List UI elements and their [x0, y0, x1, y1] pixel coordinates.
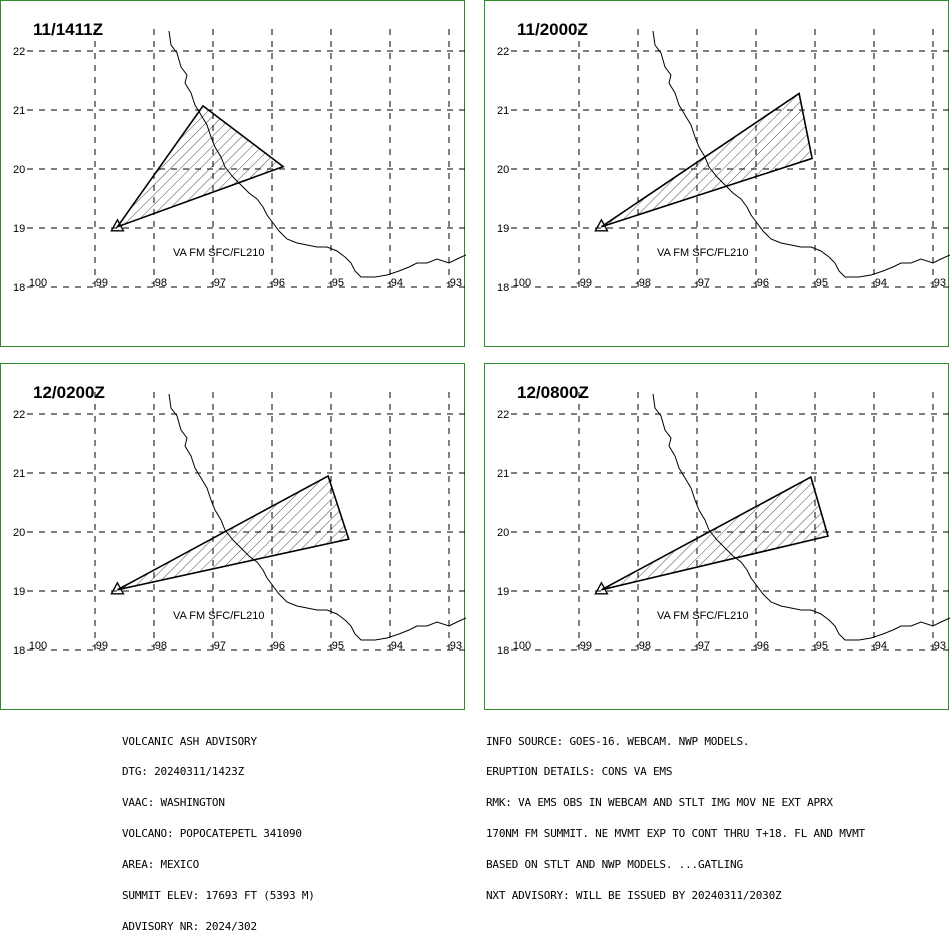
panel-title: 11/1411Z	[33, 20, 103, 39]
lon-tick-label: -94	[871, 277, 887, 289]
ash-map: 18 19 20 21 22 100 -99 -98 -97 -96 -95 -94 -93 VA FM …	[497, 383, 950, 657]
advisory-line: NXT ADVISORY: WILL BE ISSUED BY 20240311…	[486, 889, 782, 903]
advisory-line: ADVISORY NR: 2024/302	[122, 919, 257, 933]
lat-tick-label: 19	[13, 223, 25, 235]
advisory-line: BASED ON STLT AND NWP MODELS. ...GATLING	[486, 858, 743, 872]
lon-tick-label: -97	[210, 640, 226, 652]
lon-tick-label: -99	[576, 640, 592, 652]
advisory-line: AREA: MEXICO	[122, 858, 200, 872]
lat-tick-label: 18	[13, 282, 25, 294]
lat-tick-label: 22	[13, 409, 25, 421]
coastline	[652, 393, 950, 641]
ash-map: 18 19 20 21 22 100 -99 -98 -97 -96 -95 -94 -93 VA FM …	[13, 383, 466, 657]
lat-tick-label: 18	[497, 645, 509, 657]
ash-cloud-polygon	[601, 475, 830, 591]
lon-tick-label: -95	[328, 277, 344, 289]
ash-map: 18 19 20 21 22 100 -99 -98 -97 -96 -95 -94 -93 VA FM …	[497, 20, 950, 294]
lat-tick-label: 19	[497, 586, 509, 598]
lon-tick-label: -98	[635, 640, 651, 652]
volcano-marker	[594, 218, 609, 232]
advisory-line: ERUPTION DETAILS: CONS VA EMS	[486, 765, 673, 779]
advisory-line: VOLCANO: POPOCATEPETL 341090	[122, 827, 302, 841]
map-panel: 18 19 20 21 22 100 -99 -98 -97 -96 -95 -94 -93 VA FM …	[0, 363, 466, 710]
lon-tick-label: -96	[753, 277, 769, 289]
lon-tick-label: -99	[92, 277, 108, 289]
lat-tick-label: 19	[497, 223, 509, 235]
lon-tick-label: -96	[753, 640, 769, 652]
lon-tick-label: -99	[92, 640, 108, 652]
ash-cloud-polygon	[115, 104, 285, 229]
lat-tick-label: 21	[13, 468, 25, 480]
lat-tick-label: 22	[13, 46, 25, 58]
lon-tick-label: -94	[387, 277, 403, 289]
lon-tick-label: 100	[29, 640, 47, 652]
lon-tick-label: -93	[446, 277, 462, 289]
lon-tick-label: -95	[328, 640, 344, 652]
lon-tick-label: -94	[387, 640, 403, 652]
lon-tick-label: -93	[930, 277, 946, 289]
lat-tick-label: 22	[497, 46, 509, 58]
coastline	[168, 393, 466, 641]
advisory-line: RMK: VA EMS OBS IN WEBCAM AND STLT IMG M…	[486, 796, 833, 810]
lon-tick-label: -96	[269, 640, 285, 652]
lon-tick-label: -93	[446, 640, 462, 652]
lon-tick-label: -95	[812, 640, 828, 652]
lat-tick-label: 21	[497, 105, 509, 117]
lat-tick-label: 18	[13, 645, 25, 657]
panel-title: 12/0200Z	[33, 383, 105, 402]
lat-tick-label: 20	[497, 527, 509, 539]
lat-tick-label: 21	[13, 105, 25, 117]
panel-title: 11/2000Z	[517, 20, 588, 39]
volcano-marker	[594, 581, 609, 595]
lat-tick-label: 18	[497, 282, 509, 294]
lon-tick-label: -97	[694, 277, 710, 289]
volcano-marker	[110, 218, 125, 232]
lon-tick-label: -93	[930, 640, 946, 652]
lon-tick-label: -98	[151, 640, 167, 652]
level-label: VA FM SFC/FL210	[657, 247, 749, 259]
map-panel: 18 19 20 21 22 100 -99 -98 -97 -96 -95 -94 -93 VA FM …	[0, 0, 466, 347]
lat-tick-label: 20	[13, 527, 25, 539]
map-panel: 18 19 20 21 22 100 -99 -98 -97 -96 -95 -94 -93 VA FM …	[484, 0, 950, 347]
map-panel: 18 19 20 21 22 100 -99 -98 -97 -96 -95 -94 -93 VA FM …	[484, 363, 950, 710]
level-label: VA FM SFC/FL210	[173, 247, 265, 259]
lon-tick-label: 100	[29, 277, 47, 289]
lon-tick-label: -98	[635, 277, 651, 289]
lon-tick-label: 100	[513, 640, 531, 652]
lon-tick-label: -96	[269, 277, 285, 289]
coastline	[652, 30, 950, 278]
lon-tick-label: -97	[694, 640, 710, 652]
lat-tick-label: 22	[497, 409, 509, 421]
volcano-marker	[110, 581, 125, 595]
panel-title: 12/0800Z	[517, 383, 589, 402]
lat-tick-label: 20	[497, 164, 509, 176]
lon-tick-label: 100	[513, 277, 531, 289]
advisory-line: DTG: 20240311/1423Z	[122, 765, 245, 779]
advisory-line: VAAC: WASHINGTON	[122, 796, 225, 810]
advisory-line: INFO SOURCE: GOES-16. WEBCAM. NWP MODELS…	[486, 734, 750, 748]
ash-cloud-polygon	[117, 474, 350, 591]
level-label: VA FM SFC/FL210	[657, 610, 749, 622]
lat-tick-label: 20	[13, 164, 25, 176]
ash-cloud-polygon	[600, 92, 814, 228]
lon-tick-label: -94	[871, 640, 887, 652]
lon-tick-label: -95	[812, 277, 828, 289]
lon-tick-label: -99	[576, 277, 592, 289]
level-label: VA FM SFC/FL210	[173, 610, 265, 622]
lon-tick-label: -98	[151, 277, 167, 289]
advisory-header-text: VOLCANIC ASH ADVISORY DTG: 20240311/1423…	[122, 716, 315, 943]
advisory-line: VOLCANIC ASH ADVISORY	[122, 734, 257, 748]
advisory-line: SUMMIT ELEV: 17693 FT (5393 M)	[122, 889, 315, 903]
advisory-details-text: INFO SOURCE: GOES-16. WEBCAM. NWP MODELS…	[486, 716, 865, 912]
lat-tick-label: 19	[13, 586, 25, 598]
ash-map: 18 19 20 21 22 100 -99 -98 -97 -96 -95 -94 -93 VA FM …	[13, 20, 466, 294]
coastline	[168, 30, 466, 278]
lon-tick-label: -97	[210, 277, 226, 289]
lat-tick-label: 21	[497, 468, 509, 480]
advisory-line: 170NM FM SUMMIT. NE MVMT EXP TO CONT THR…	[486, 827, 865, 841]
